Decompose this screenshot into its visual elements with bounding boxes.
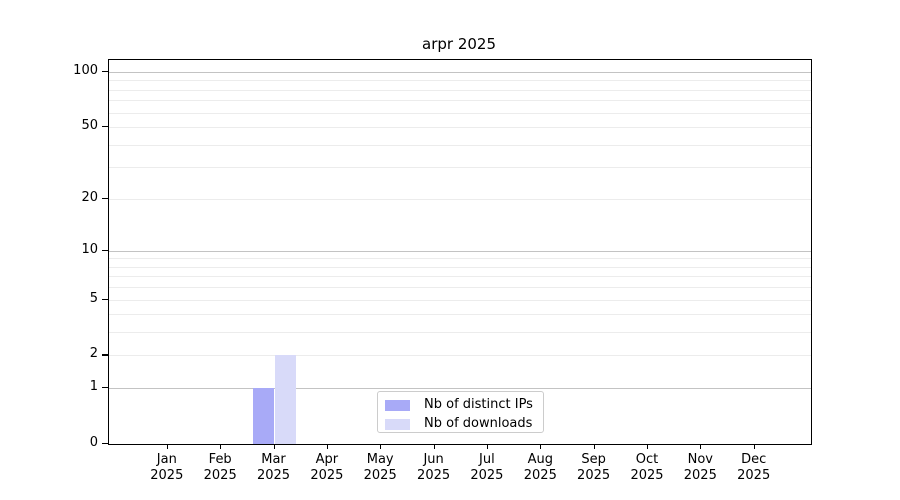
x-tick-mark <box>700 444 702 449</box>
bar-distinct-ips <box>252 388 275 444</box>
y-tick-mark <box>102 249 108 251</box>
x-tick-label: Nov 2025 <box>683 452 717 483</box>
y-tick-mark <box>102 354 108 356</box>
minor-gridline <box>109 332 811 334</box>
y-tick-label: 20 <box>81 189 98 205</box>
plot-area <box>108 59 812 445</box>
x-tick-mark <box>273 444 275 449</box>
y-tick-mark <box>102 298 108 300</box>
x-tick-mark <box>166 444 168 449</box>
minor-gridline <box>109 198 811 200</box>
y-tick-label: 5 <box>89 290 98 306</box>
x-tick-label: May 2025 <box>363 452 397 483</box>
y-tick-mark <box>102 387 108 389</box>
minor-gridline <box>109 276 811 278</box>
legend-swatch-distinct-ips <box>385 399 410 411</box>
x-tick-label: Aug 2025 <box>523 452 557 483</box>
x-tick-label: Oct 2025 <box>630 452 664 483</box>
minor-gridline <box>109 80 811 82</box>
y-tick-mark <box>102 70 108 73</box>
x-tick-mark <box>647 444 649 449</box>
legend-label: Nb of downloads <box>424 416 533 431</box>
x-tick-label: Feb 2025 <box>203 452 237 483</box>
x-tick-mark <box>433 444 435 449</box>
x-tick-label: Jan 2025 <box>150 452 184 483</box>
minor-gridline <box>109 127 811 128</box>
x-tick-mark <box>326 444 329 449</box>
y-tick-label: 100 <box>73 62 98 78</box>
minor-gridline <box>109 258 811 260</box>
minor-gridline <box>109 299 811 301</box>
y-tick-label: 50 <box>81 118 98 133</box>
major-gridline <box>109 71 811 73</box>
minor-gridline <box>109 112 811 114</box>
x-tick-mark <box>593 444 595 449</box>
minor-gridline <box>109 100 811 102</box>
x-tick-label: Apr 2025 <box>310 452 344 483</box>
x-tick-mark <box>220 444 222 449</box>
x-tick-mark <box>380 444 382 449</box>
y-tick-label: 10 <box>81 241 98 257</box>
y-tick-mark <box>102 126 108 128</box>
minor-gridline <box>109 314 811 316</box>
legend: Nb of distinct IPs Nb of downloads <box>377 391 544 433</box>
y-tick-label: 1 <box>89 379 98 395</box>
minor-gridline <box>109 266 811 268</box>
minor-gridline <box>109 287 811 289</box>
legend-label: Nb of distinct IPs <box>424 397 533 412</box>
x-tick-mark <box>486 444 489 449</box>
x-tick-label: Sep 2025 <box>577 452 611 483</box>
minor-gridline <box>109 144 811 146</box>
legend-item: Nb of downloads <box>385 416 543 432</box>
minor-gridline <box>109 355 811 357</box>
x-tick-label: Jun 2025 <box>417 452 451 483</box>
bar-downloads <box>274 355 297 444</box>
legend-item: Nb of distinct IPs <box>385 397 543 413</box>
major-gridline <box>109 250 811 252</box>
chart-title: arpr 2025 <box>422 35 496 53</box>
minor-gridline <box>109 167 811 169</box>
y-tick-label: 0 <box>89 435 98 450</box>
x-tick-label: Jul 2025 <box>470 452 504 483</box>
y-tick-mark <box>102 443 108 445</box>
x-tick-label: Dec 2025 <box>737 452 771 483</box>
y-tick-mark <box>102 197 108 199</box>
legend-swatch-downloads <box>385 418 410 430</box>
x-tick-mark <box>753 444 755 449</box>
x-tick-mark <box>540 444 542 449</box>
y-tick-label: 2 <box>89 346 98 362</box>
major-gridline <box>109 388 811 390</box>
minor-gridline <box>109 89 811 91</box>
x-tick-label: Mar 2025 <box>256 452 291 483</box>
